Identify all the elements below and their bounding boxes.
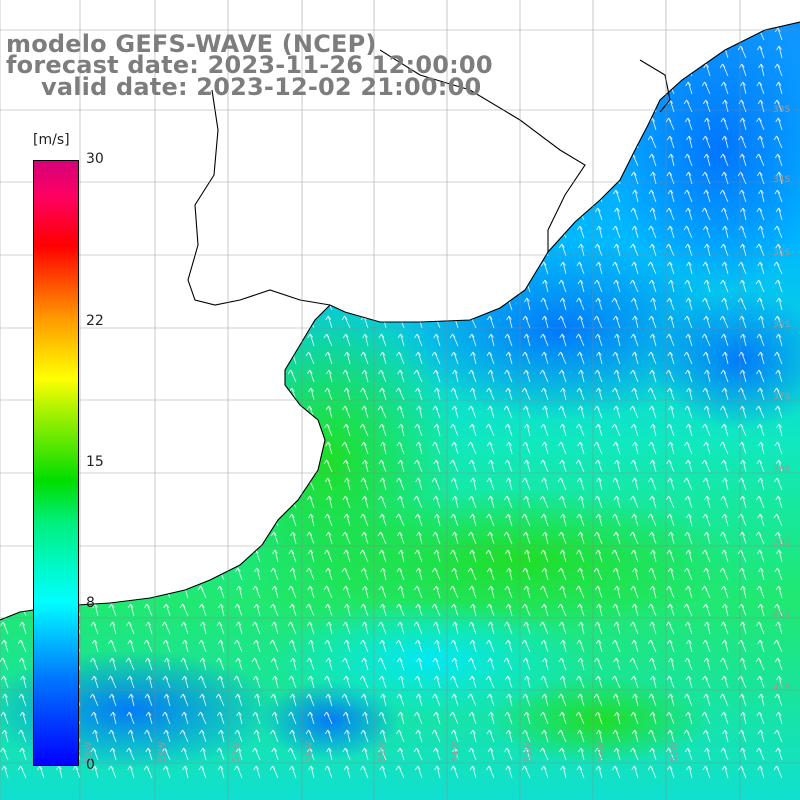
longitude-label: 57W [232, 741, 242, 762]
longitude-label: 59W [84, 741, 94, 762]
longitude-label: 58W [158, 741, 168, 762]
colorbar-tick-label: 0 [86, 757, 95, 773]
title-forecast-date: forecast date: 2023-11-26 12:00:00 [6, 51, 493, 79]
latitude-label: 34S [773, 175, 791, 185]
title-valid-date: valid date: 2023-12-02 21:00:00 [41, 73, 482, 101]
colorbar-tick-label: 8 [86, 595, 95, 612]
longitude-label: 52W [597, 741, 607, 762]
latitude-label: 40S [773, 610, 791, 620]
longitude-label: 56W [305, 741, 315, 762]
colorbar [33, 160, 79, 766]
colorbar-unit: [m/s] [33, 132, 70, 148]
latitude-label: 38S [773, 465, 791, 475]
latitude-label: 37S [773, 392, 791, 402]
coastline [0, 21, 800, 621]
latitude-label: 36S [773, 320, 791, 330]
longitude-label: 55W [378, 741, 388, 762]
colorbar-tick-label: 15 [86, 454, 104, 470]
longitude-label: 54W [451, 741, 461, 762]
title-model: modelo GEFS-WAVE (NCEP) [6, 30, 377, 58]
colorbar-tick-label: 30 [86, 151, 104, 167]
latitude-label: 39S [773, 538, 791, 548]
longitude-label: 51W [670, 741, 680, 762]
latitude-label: 35S [773, 248, 791, 258]
colorbar-tick-label: 22 [86, 312, 104, 329]
longitude-label: 53W [524, 741, 534, 762]
latitude-label: 41S [773, 683, 791, 693]
latitude-label: 33S [773, 105, 791, 115]
